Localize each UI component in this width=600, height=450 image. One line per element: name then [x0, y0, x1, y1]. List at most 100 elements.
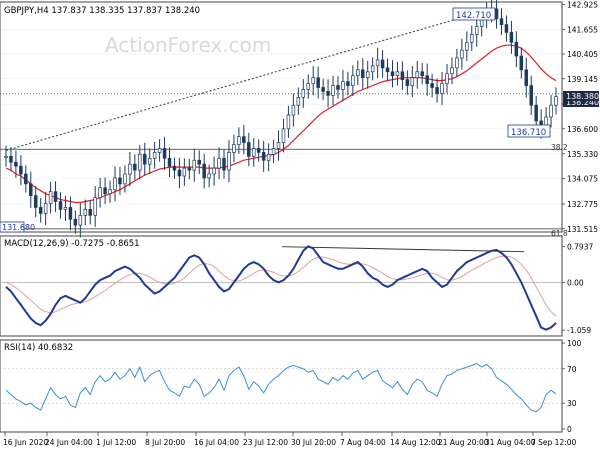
x-tick-label: 31 Aug 04:00 [485, 438, 536, 447]
candle-body [152, 152, 157, 159]
candle-body [286, 114, 291, 130]
candle-body [450, 67, 454, 75]
x-tick-label: 1 Jul 12:00 [96, 438, 136, 447]
candle-body [440, 83, 444, 94]
candle-body [514, 41, 519, 57]
candle-body [375, 59, 380, 67]
x-tick-label: 16 Jun 2020 [3, 438, 48, 447]
candle-body [554, 96, 558, 106]
candle-body [380, 59, 385, 69]
rsi-tick-label: 100 [567, 339, 582, 348]
price-tick-label: 134.075 [567, 174, 598, 183]
candle-body [14, 161, 18, 167]
candle-body [306, 83, 311, 90]
candle-body [38, 207, 43, 214]
candle-body [118, 177, 122, 185]
candle-body [271, 148, 276, 155]
current-price-box-alt [563, 97, 599, 107]
candle-body [19, 165, 23, 175]
price-tick-label: 141.655 [567, 25, 598, 34]
candle-body [370, 65, 375, 73]
candle-body [73, 218, 78, 226]
x-tick-label: 7 Aug 04:00 [340, 438, 386, 447]
candle-body [182, 167, 187, 177]
candle-body [138, 154, 142, 171]
candle-body [103, 187, 107, 195]
candle-body [534, 104, 538, 122]
candle-body [470, 34, 474, 43]
candle-body [217, 157, 221, 169]
rsi-panel-title: RSI(14) 40.6832 [4, 343, 73, 353]
candle-body [365, 71, 370, 79]
candle-body [261, 152, 266, 161]
recent-low-label-box [507, 124, 551, 138]
candle-body [63, 207, 68, 210]
candle-body [420, 71, 424, 77]
candle-body [281, 128, 286, 143]
candle-body [237, 136, 241, 145]
candle-body [519, 55, 524, 71]
candle-body [346, 81, 350, 86]
candle-body [187, 167, 192, 171]
candle-body [291, 104, 296, 116]
candle-body [222, 157, 226, 171]
x-tick-label: 24 Jun 04:00 [45, 438, 93, 447]
candle-body [162, 148, 167, 159]
candle-body [301, 89, 306, 98]
macd-line [5, 245, 557, 331]
candle-body [48, 191, 53, 204]
candle-body [192, 159, 197, 171]
candle-body [296, 96, 301, 106]
x-tick-label: 16 Jul 04:00 [194, 438, 239, 447]
candle-body [400, 71, 405, 80]
candle-body [142, 154, 147, 165]
candle-body [499, 18, 504, 25]
candle-body [494, 8, 499, 20]
candle-body [247, 142, 251, 157]
candle-body [167, 157, 172, 167]
x-tick-label: 23 Jul 12:00 [243, 438, 288, 447]
candle-body [445, 73, 449, 84]
candle-body [316, 77, 320, 88]
candle-body [395, 71, 400, 77]
price-panel: ActionForex.com GBPJPY,H4 137.837 138.33… [0, 0, 599, 238]
x-tick-label: 14 Aug 12:00 [390, 438, 441, 447]
price-panel-title: GBPJPY,H4 137.837 138.335 137.837 138.24… [4, 6, 200, 16]
candle-body [24, 173, 28, 185]
price-tick-label: 135.330 [567, 150, 598, 159]
recent-low-label: 136.710 [511, 128, 546, 138]
candle-body [251, 148, 256, 157]
candle-body [93, 197, 97, 216]
candle-body [460, 49, 464, 59]
rsi-tick-label: 30 [567, 399, 577, 408]
candle-body [177, 169, 182, 177]
x-tick-label: 21 Aug 20:00 [438, 438, 489, 447]
candle-body [212, 167, 216, 175]
candle-body [43, 203, 48, 214]
candle-body [549, 104, 553, 118]
start-low-label: 131.680 [2, 223, 35, 232]
macd-tick-label: -1.059 [567, 326, 591, 335]
candle-body [147, 157, 152, 165]
candle-body [207, 173, 211, 179]
high-label: 142.710 [456, 11, 491, 21]
rsi-line [5, 363, 557, 413]
macd-tick-label: 0.7937 [567, 243, 593, 252]
rsi-tick-label: 0 [567, 425, 572, 434]
macd-panel: MACD(12,26,9) -0.7275 -0.8651 0.7937 0.00… [0, 235, 593, 337]
candle-body [336, 85, 340, 90]
price-tick-label: 139.145 [567, 75, 598, 84]
candle-body [435, 87, 439, 94]
candle-body [351, 75, 355, 86]
candle-body [321, 87, 325, 92]
rsi-tick-label: 70 [567, 365, 577, 374]
candle-body [529, 85, 533, 106]
candle-body [172, 165, 177, 171]
candle-body [430, 83, 434, 88]
candle-body [356, 69, 360, 77]
candle-body [227, 152, 231, 171]
candle-body [29, 183, 33, 196]
candle-body [524, 69, 529, 86]
